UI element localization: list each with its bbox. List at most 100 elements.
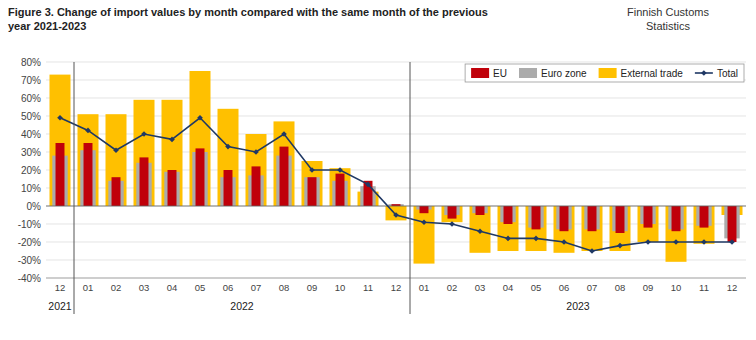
legend-label: External trade (621, 68, 684, 79)
bar (442, 206, 463, 222)
bar (196, 148, 205, 206)
legend-label: Euro zone (541, 68, 587, 79)
marker (225, 144, 231, 150)
x-tick-label: 05 (195, 282, 206, 293)
x-tick-label: 01 (419, 282, 430, 293)
bar (78, 114, 99, 206)
bar (476, 206, 485, 215)
marker (477, 228, 483, 234)
grid-line (46, 260, 746, 261)
year-label: 2022 (230, 300, 254, 312)
bar (700, 206, 709, 228)
year-label: 2021 (48, 300, 72, 312)
x-axis (46, 278, 746, 279)
x-tick-label: 04 (167, 282, 178, 293)
y-tick-label: -20% (18, 237, 41, 248)
x-tick-label: 03 (475, 282, 486, 293)
bar (448, 206, 457, 219)
bar (106, 114, 127, 206)
y-tick-label: -10% (18, 219, 41, 230)
marker (449, 221, 455, 227)
bar (140, 157, 149, 206)
legend-frame (465, 64, 744, 82)
bar (168, 170, 177, 206)
x-tick-label: 12 (55, 282, 66, 293)
bar (666, 206, 687, 262)
y-tick-label: 20% (21, 165, 41, 176)
bar (218, 109, 239, 206)
marker (197, 115, 203, 121)
plot-area (46, 71, 746, 264)
line (60, 118, 732, 251)
bar (728, 206, 737, 242)
marker (589, 248, 595, 254)
marker (365, 182, 371, 188)
grid-line (46, 62, 746, 63)
bar (308, 177, 317, 206)
bar (134, 100, 155, 206)
marker (701, 239, 707, 245)
year-divider (74, 62, 75, 314)
bar (50, 75, 71, 206)
bar (694, 206, 715, 244)
marker (729, 239, 735, 245)
y-tick-label: 50% (21, 111, 41, 122)
grid (46, 62, 746, 278)
year-divider (410, 62, 411, 314)
bar (224, 170, 233, 206)
x-tick-label: 09 (643, 282, 654, 293)
x-tick-label: 09 (307, 282, 318, 293)
y-tick-label: -30% (18, 255, 41, 266)
line-series (57, 115, 735, 254)
marker (673, 239, 679, 245)
x-tick-label: 11 (363, 282, 373, 293)
legend-item: Euro zone (519, 68, 587, 79)
bar (84, 143, 93, 206)
bar (616, 206, 625, 233)
bar (526, 206, 547, 251)
bar (274, 121, 295, 206)
bar (252, 166, 261, 206)
marker (281, 131, 287, 137)
bar (56, 143, 65, 206)
marker (253, 149, 259, 155)
chart: Figure 3. Change of import values by mon… (0, 0, 756, 340)
marker (617, 243, 623, 249)
bar (638, 206, 659, 242)
legend-swatch (519, 68, 537, 78)
x-tick-label: 08 (279, 282, 290, 293)
bar (504, 206, 513, 224)
x-tick-label: 07 (251, 282, 262, 293)
subtitle: Finnish CustomsStatistics (627, 6, 709, 32)
year-label: 2023 (566, 300, 590, 312)
legend-swatch (471, 68, 489, 78)
bar (582, 206, 603, 251)
marker (421, 219, 427, 225)
bar (112, 177, 121, 206)
bar (672, 206, 681, 231)
marker (505, 236, 511, 242)
x-tick-label: 10 (335, 282, 346, 293)
marker (393, 212, 399, 218)
bar-series (56, 143, 737, 242)
grid-line (46, 98, 746, 99)
x-tick-label: 03 (139, 282, 150, 293)
bar (162, 100, 183, 206)
legend-label: EU (493, 68, 507, 79)
bar (554, 206, 575, 253)
y-tick-label: 10% (21, 183, 41, 194)
legend-item: EU (471, 68, 507, 79)
title: Figure 3. Change of import values by mon… (8, 6, 488, 32)
legend-swatch (599, 68, 617, 78)
x-tick-label: 08 (615, 282, 626, 293)
marker (337, 167, 343, 173)
legend-item: External trade (599, 68, 684, 79)
bar (414, 206, 435, 264)
grid-line (46, 206, 746, 207)
x-tick-label: 12 (391, 282, 402, 293)
bar (560, 206, 569, 231)
zero-line (46, 206, 746, 207)
bar (420, 206, 429, 213)
grid-line (46, 278, 746, 279)
bar (386, 206, 407, 220)
